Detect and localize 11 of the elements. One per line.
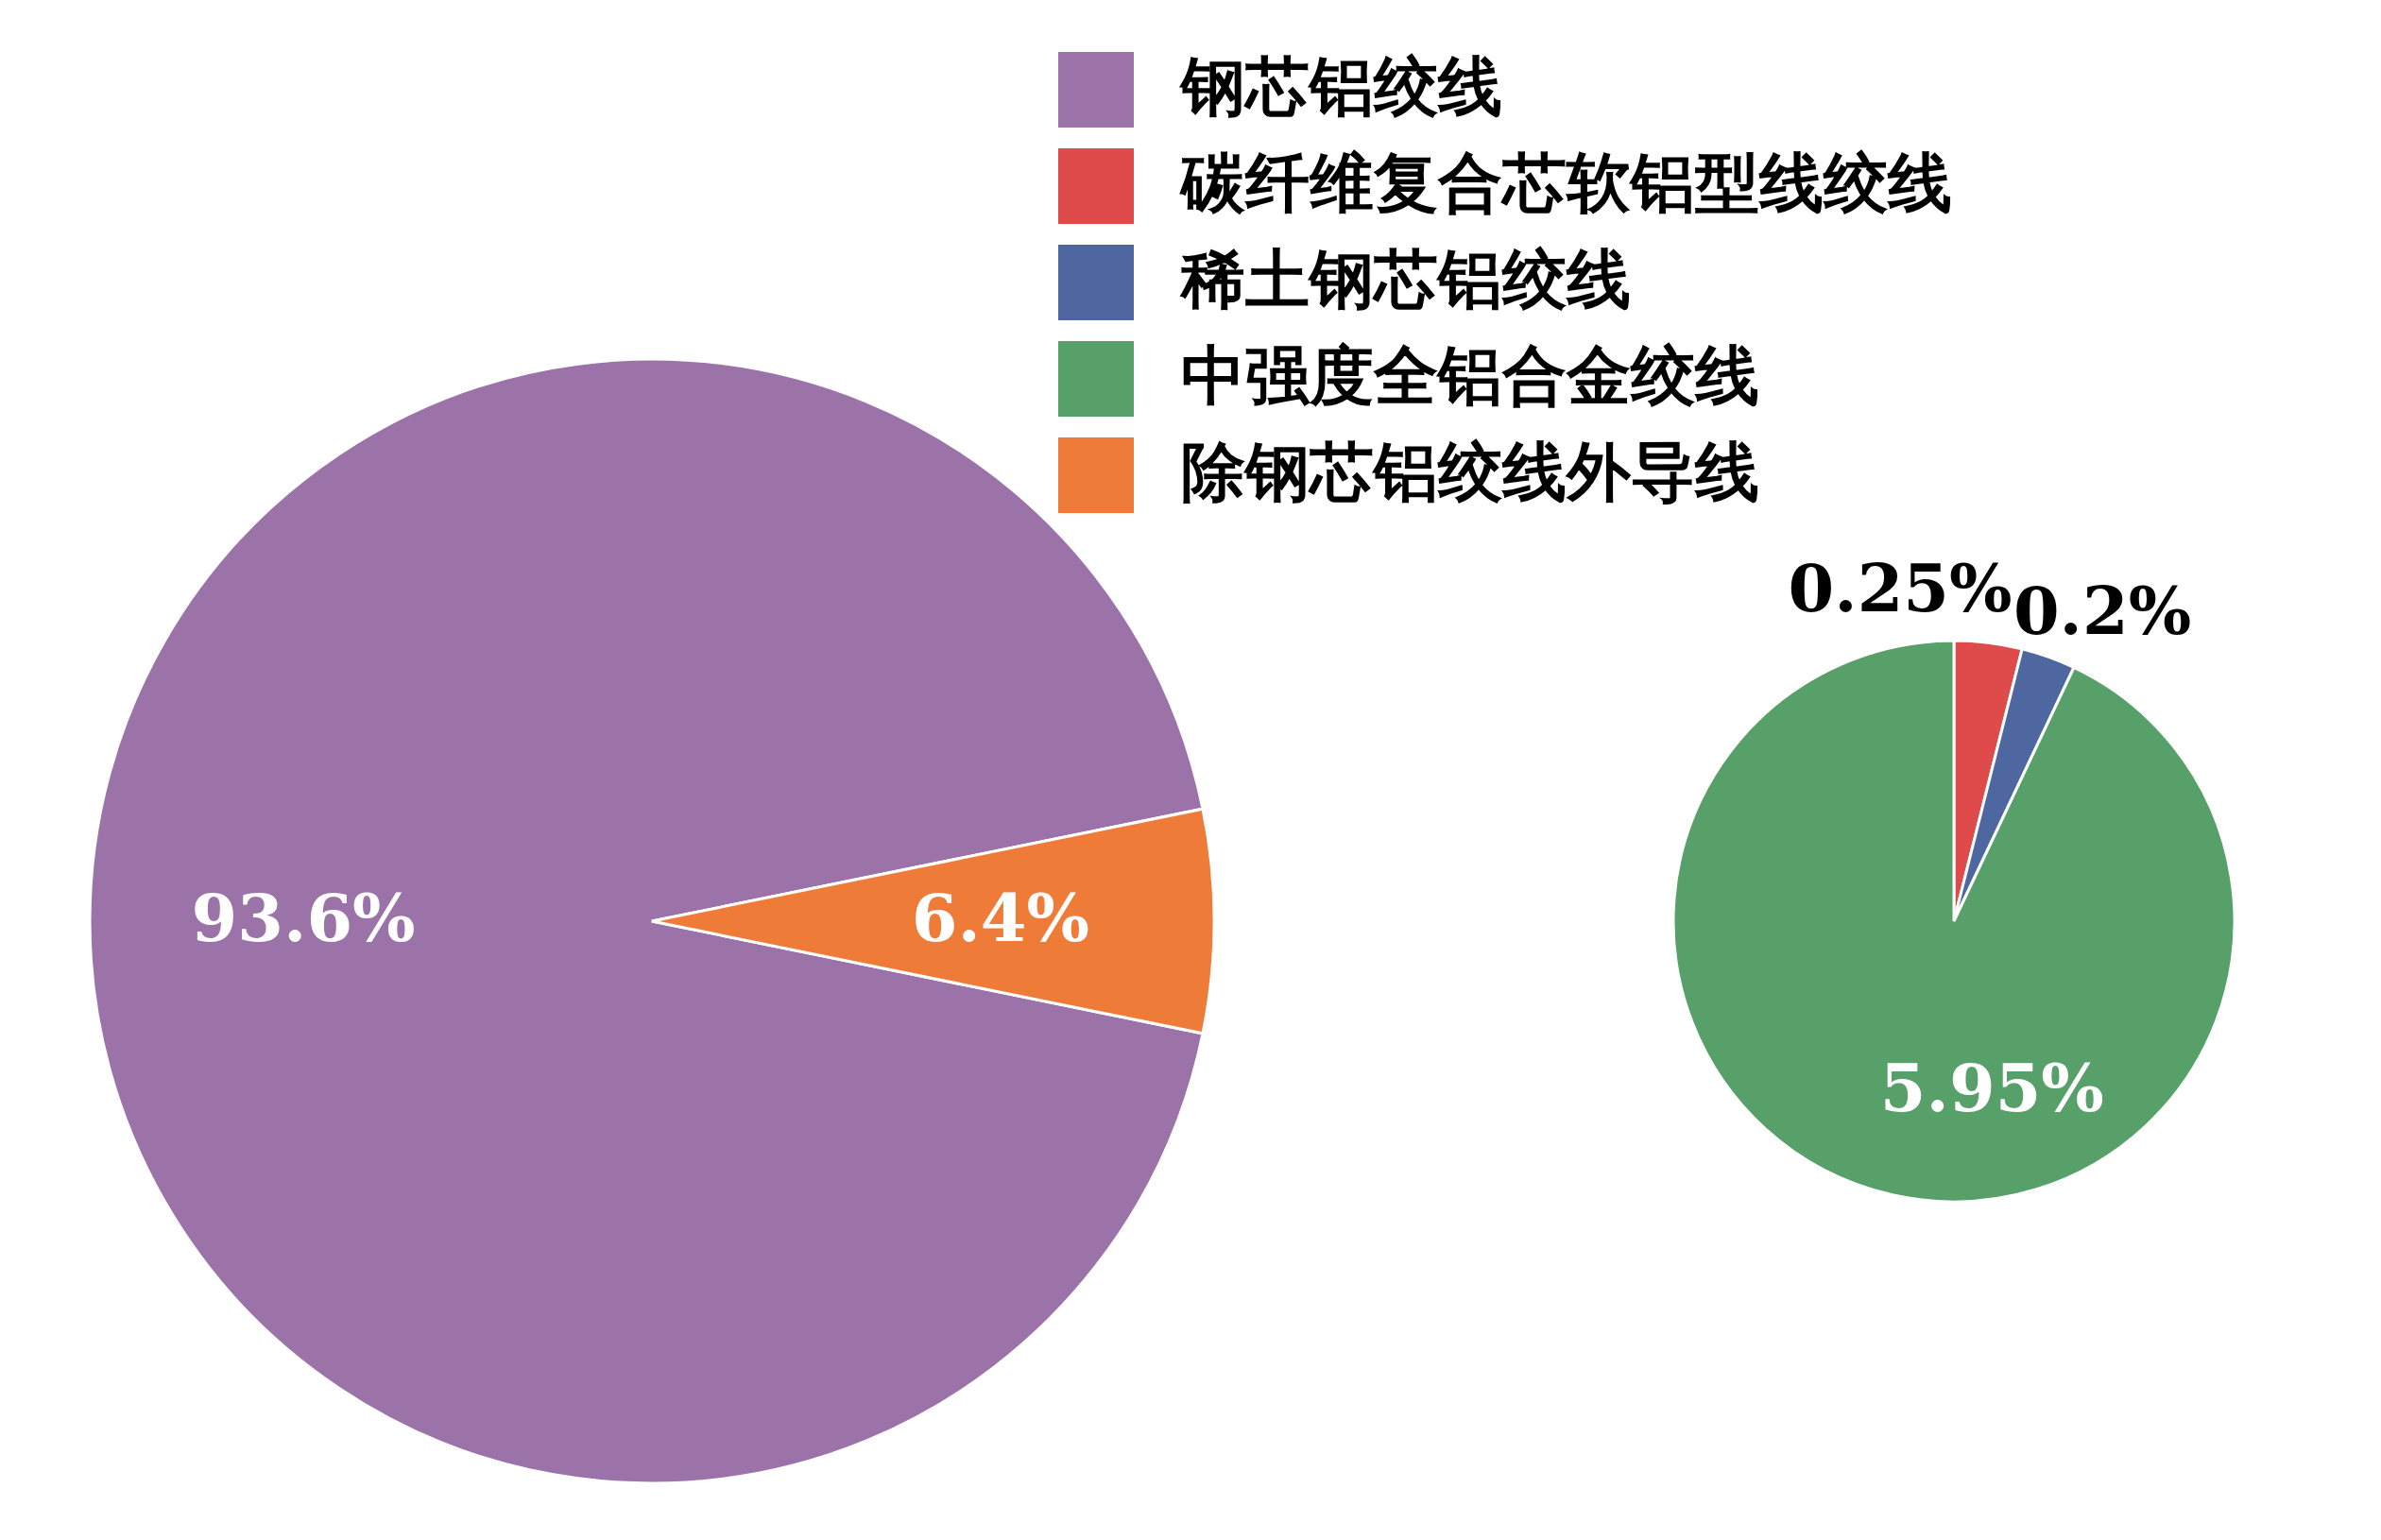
data-label: 5.95%	[1879, 1048, 2104, 1127]
data-label: 0.25%	[1788, 548, 2013, 627]
legend-label: 钢芯铝绞线	[1178, 48, 1502, 124]
legend-label: 稀土钢芯铝绞线	[1179, 241, 1631, 317]
data-label: 6.4%	[911, 879, 1090, 957]
legend-label: 碳纤维复合芯软铝型线绞线	[1179, 145, 1952, 220]
data-label: 0.2%	[2013, 571, 2192, 650]
data-label: 93.6%	[191, 879, 416, 957]
legend-label: 中强度全铝合金绞线	[1181, 337, 1759, 413]
pie-slice	[1671, 639, 2236, 1204]
legend-label: 除钢芯铝绞线外导线	[1181, 434, 1759, 509]
